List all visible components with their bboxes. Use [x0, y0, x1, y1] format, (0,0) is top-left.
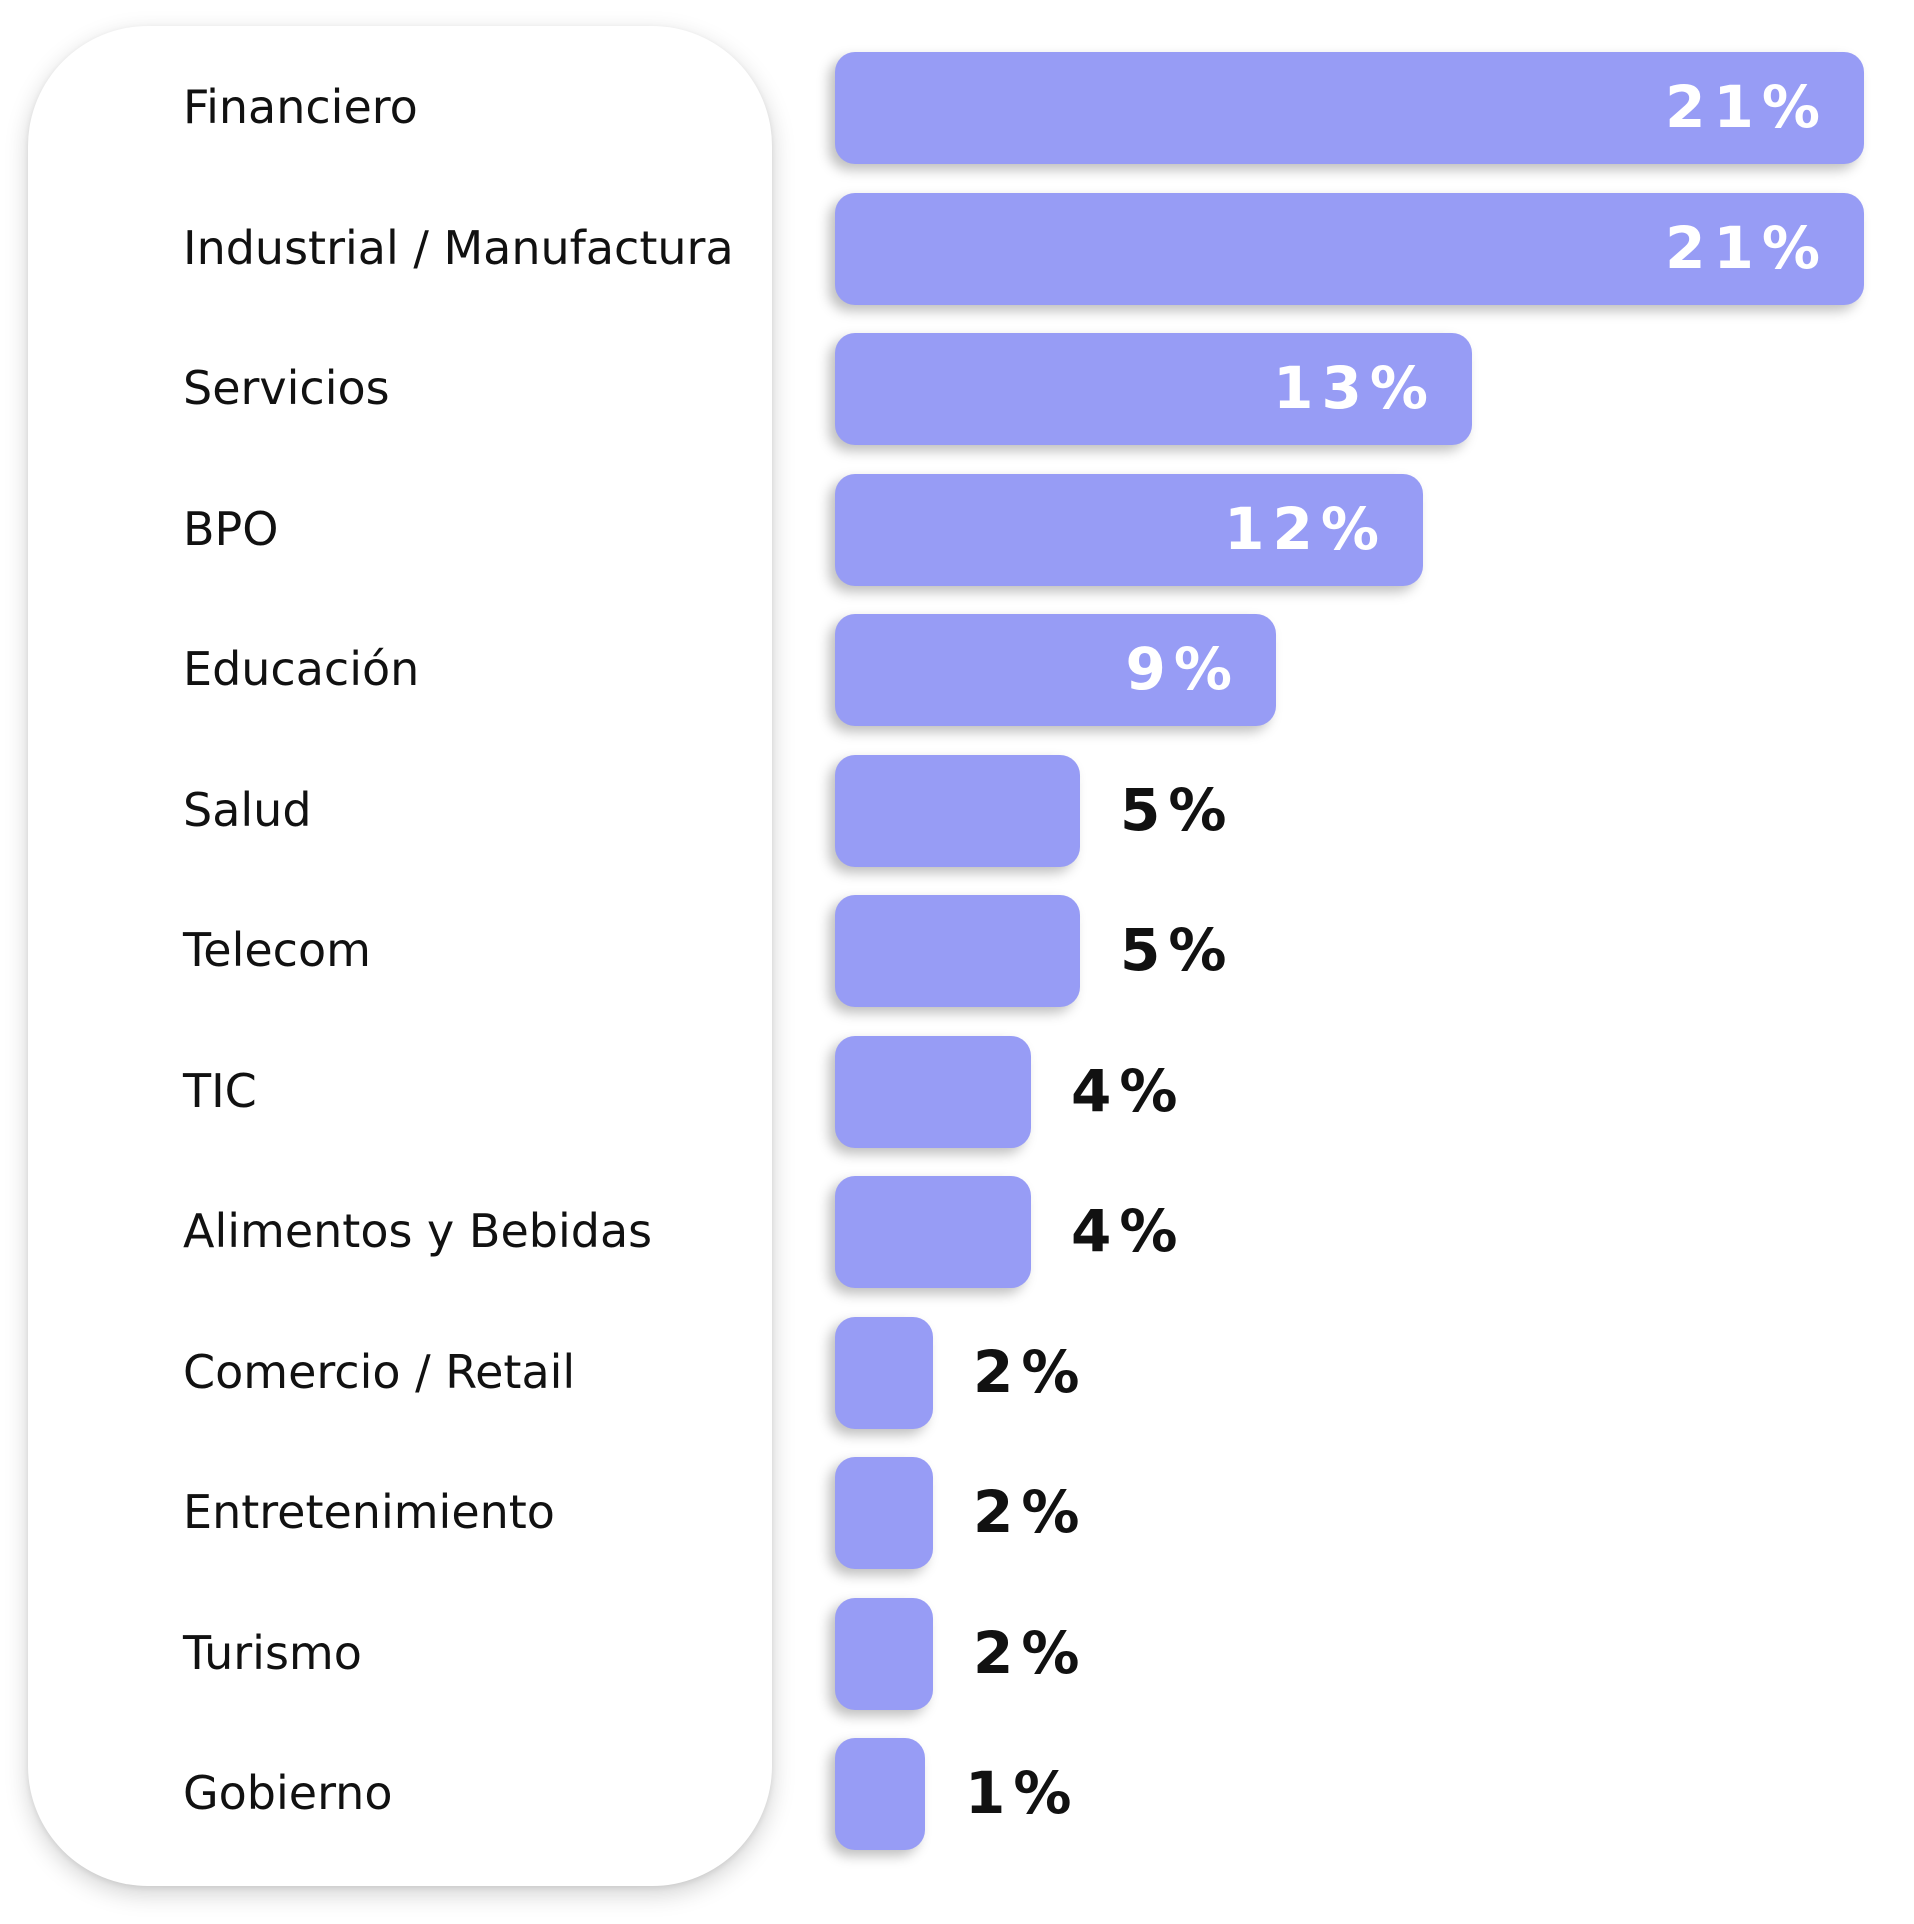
value-label: 12%	[1224, 494, 1387, 563]
bar	[835, 473, 1423, 586]
category-label: Servicios	[183, 361, 390, 415]
value-label: 2%	[973, 1337, 1088, 1406]
bar	[835, 895, 1080, 1007]
value-label: 21%	[1665, 213, 1828, 282]
value-label: 21%	[1665, 73, 1828, 141]
category-label: Telecom	[183, 923, 371, 977]
category-label: Industrial / Manufactura	[183, 220, 734, 275]
category-label: Financiero	[183, 80, 418, 134]
value-label: 13%	[1273, 354, 1436, 422]
value-label: 2%	[973, 1478, 1088, 1546]
category-label: Gobierno	[183, 1766, 393, 1820]
bar	[835, 333, 1472, 445]
value-label: 4%	[1071, 1197, 1186, 1265]
bar	[835, 614, 1276, 726]
bar	[835, 1316, 933, 1429]
value-label: 5%	[1120, 775, 1235, 844]
bar	[835, 52, 1864, 164]
bar	[835, 1176, 1031, 1288]
category-label: Alimentos y Bebidas	[183, 1204, 653, 1258]
value-label: 1%	[965, 1759, 1080, 1827]
category-label: Comercio / Retail	[183, 1344, 576, 1399]
category-label: BPO	[183, 501, 279, 556]
category-label: Turismo	[183, 1625, 362, 1680]
category-label: Educación	[183, 642, 420, 696]
value-label: 9%	[1125, 635, 1240, 703]
bar	[835, 754, 1080, 867]
category-label: Salud	[183, 782, 312, 837]
category-label: Entretenimiento	[183, 1485, 555, 1539]
category-label-panel	[28, 26, 772, 1886]
bar	[835, 1457, 933, 1569]
bar	[835, 1738, 925, 1850]
value-label: 2%	[973, 1618, 1088, 1687]
value-label: 4%	[1071, 1056, 1186, 1125]
category-label: TIC	[183, 1063, 257, 1118]
bar	[835, 192, 1864, 305]
value-label: 5%	[1120, 916, 1235, 984]
bar	[835, 1597, 933, 1710]
bar	[835, 1035, 1031, 1148]
